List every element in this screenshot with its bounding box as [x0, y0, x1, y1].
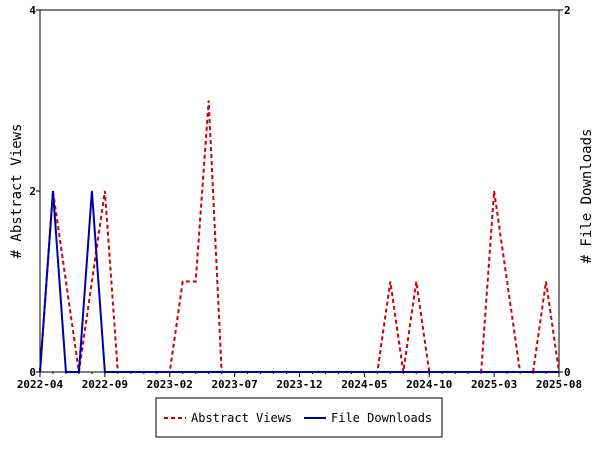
- y-axis-left: 0 2 4: [29, 4, 40, 379]
- x-tick-label: 2024-05: [341, 378, 387, 391]
- y-left-tick-label: 4: [29, 4, 36, 17]
- x-tick-label: 2023-12: [276, 378, 322, 391]
- x-axis: 2022-04 2022-09 2023-02 2023-07 2023-12 2024-…: [17, 372, 582, 391]
- x-tick-label: 2022-04: [17, 378, 64, 391]
- y-axis-right: 02: [559, 4, 571, 379]
- legend: Abstract Views File Downloads: [155, 397, 443, 438]
- legend-label-abstract-views: Abstract Views: [191, 411, 292, 425]
- y-left-tick-label: 0: [29, 366, 36, 379]
- x-tick-label: 2023-07: [211, 378, 257, 391]
- series-line-file-downloads: [39, 190, 559, 373]
- x-tick-label: 2023-02: [147, 378, 193, 391]
- y-right-tick-label: 0: [564, 366, 571, 379]
- x-tick-label: 2024-10: [406, 378, 452, 391]
- y-axis-left-title: # Abstract Views: [9, 124, 25, 259]
- plot-area: [39, 9, 560, 373]
- x-tick-label: 2022-09: [82, 378, 128, 391]
- y-axis-right-title: # File Downloads: [579, 129, 595, 264]
- y-left-tick-label: 2: [29, 185, 36, 198]
- series-layer: [39, 100, 560, 373]
- legend-label-file-downloads: File Downloads: [331, 411, 432, 425]
- legend-box: [155, 397, 443, 438]
- x-tick-label: 2025-03: [471, 378, 517, 391]
- x-tick-label: 2025-08: [536, 378, 582, 391]
- y-right-tick-label: 2: [564, 4, 571, 17]
